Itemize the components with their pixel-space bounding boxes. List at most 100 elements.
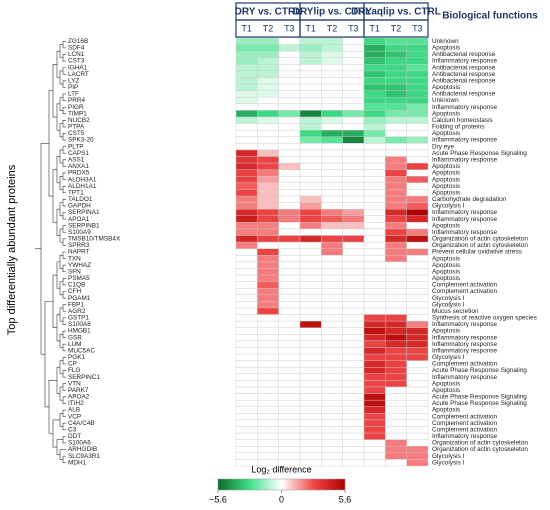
heatmap-cell (342, 44, 365, 52)
gene-label: GAPDH (68, 203, 91, 210)
heatmap-cell (299, 215, 322, 223)
heatmap-cell (299, 37, 322, 45)
function-label: Apoptosis (432, 110, 460, 117)
heatmap-cell (257, 97, 279, 105)
heatmap-cell (299, 307, 322, 315)
heatmap-cell (406, 162, 429, 170)
heatmap-cell (299, 136, 322, 144)
gene-label: MDH1 (68, 459, 87, 466)
heatmap-cell (278, 208, 301, 216)
function-label: Glycolysis I (432, 459, 465, 466)
heatmap-cell (321, 176, 343, 184)
dendrogram-branch (62, 278, 66, 286)
heatmap-cell (278, 452, 301, 460)
heatmap-cell (257, 340, 279, 348)
heatmap-cell (385, 37, 407, 45)
heatmap-cell (321, 97, 343, 105)
heatmap-cell (406, 189, 429, 197)
function-label: Complement activation (432, 288, 497, 295)
heatmap-cell (385, 228, 407, 236)
heatmap-cell (321, 459, 343, 467)
heatmap-cell (342, 360, 365, 368)
heatmap-cell (321, 406, 343, 414)
heatmap-cell (235, 360, 258, 368)
gene-label: PRR4 (68, 97, 85, 104)
heatmap-cell (235, 274, 258, 282)
heatmap-cell (278, 432, 301, 440)
gene-label: S100A6 (68, 440, 91, 447)
timepoint-label: T2 (327, 23, 338, 33)
heatmap-cell (235, 281, 258, 289)
dendrogram-branch (62, 225, 66, 233)
gene-label: PLTP (68, 143, 84, 150)
heatmap-cell (342, 380, 365, 388)
function-label: Complement activation (432, 426, 497, 433)
heatmap-cell (278, 195, 301, 203)
dendrogram-branch (59, 413, 63, 427)
heatmap-cell (385, 261, 407, 269)
heatmap-cell (406, 110, 429, 118)
dendrogram-branch (59, 360, 63, 375)
heatmap-cell (363, 169, 386, 177)
heatmap-cell (257, 353, 279, 361)
heatmap-cell (342, 432, 365, 440)
heatmap-cell (406, 274, 429, 282)
heatmap-cell (278, 406, 301, 414)
heatmap-cell (257, 222, 279, 230)
heatmap-cell (257, 110, 279, 118)
heatmap-cell (278, 182, 301, 190)
heatmap-cell (257, 162, 279, 170)
heatmap-cell (235, 413, 258, 421)
dendrogram-branch (62, 455, 66, 464)
gene-label: SDF4 (68, 45, 85, 52)
heatmap-cell (342, 136, 365, 144)
heatmap-cell (321, 320, 343, 328)
heatmap-cell (299, 235, 322, 243)
gene-label: ITIH2 (68, 400, 84, 407)
heatmap-cell (235, 162, 258, 170)
function-label: Apoptosis (432, 275, 460, 282)
heatmap-cell (406, 281, 429, 289)
heatmap-cell (363, 70, 386, 78)
function-label: Complement activation (432, 361, 497, 368)
gene-label: SPRR3 (68, 242, 90, 249)
function-label: Inflammatory response (432, 58, 497, 65)
gene-label: PSMA5 (68, 275, 90, 282)
heatmap-cell (257, 334, 279, 342)
heatmap-cell (363, 347, 386, 355)
heatmap-cell (235, 182, 258, 190)
dendrogram-branch (59, 228, 63, 243)
heatmap-cell (342, 288, 365, 296)
heatmap-cell (406, 439, 429, 447)
heatmap-cell (406, 314, 429, 322)
function-label: Acute Phase Response Signaling (432, 400, 527, 407)
heatmap-cell (299, 143, 322, 151)
gene-label: SERPINA1 (68, 209, 100, 216)
heatmap-cell (385, 393, 407, 401)
heatmap-cell (342, 274, 365, 282)
heatmap-cell (321, 70, 343, 78)
heatmap-cell (299, 380, 322, 388)
heatmap-cell (363, 386, 386, 394)
heatmap-cell (363, 149, 386, 157)
function-label: Apoptosis (432, 380, 460, 387)
colorbar (217, 478, 346, 491)
heatmap-cell (321, 314, 343, 322)
timepoint-label: T1 (369, 23, 380, 33)
heatmap-cell (342, 301, 365, 309)
heatmap-cell (406, 334, 429, 342)
heatmap-cell (363, 399, 386, 407)
heatmap-cell (257, 360, 279, 368)
function-label: Apoptosis (432, 328, 460, 335)
dendrogram-branch (59, 44, 63, 59)
heatmap-cell (321, 353, 343, 361)
function-label: Antibacterial response (432, 64, 496, 71)
heatmap-cell (363, 439, 386, 447)
heatmap-cell (342, 261, 365, 269)
heatmap-cell (363, 419, 386, 427)
gene-label: LUM (68, 341, 82, 348)
heatmap-cell (406, 320, 429, 328)
heatmap-cell (257, 294, 279, 302)
heatmap-cell (235, 44, 258, 52)
heatmap-cell (257, 77, 279, 85)
